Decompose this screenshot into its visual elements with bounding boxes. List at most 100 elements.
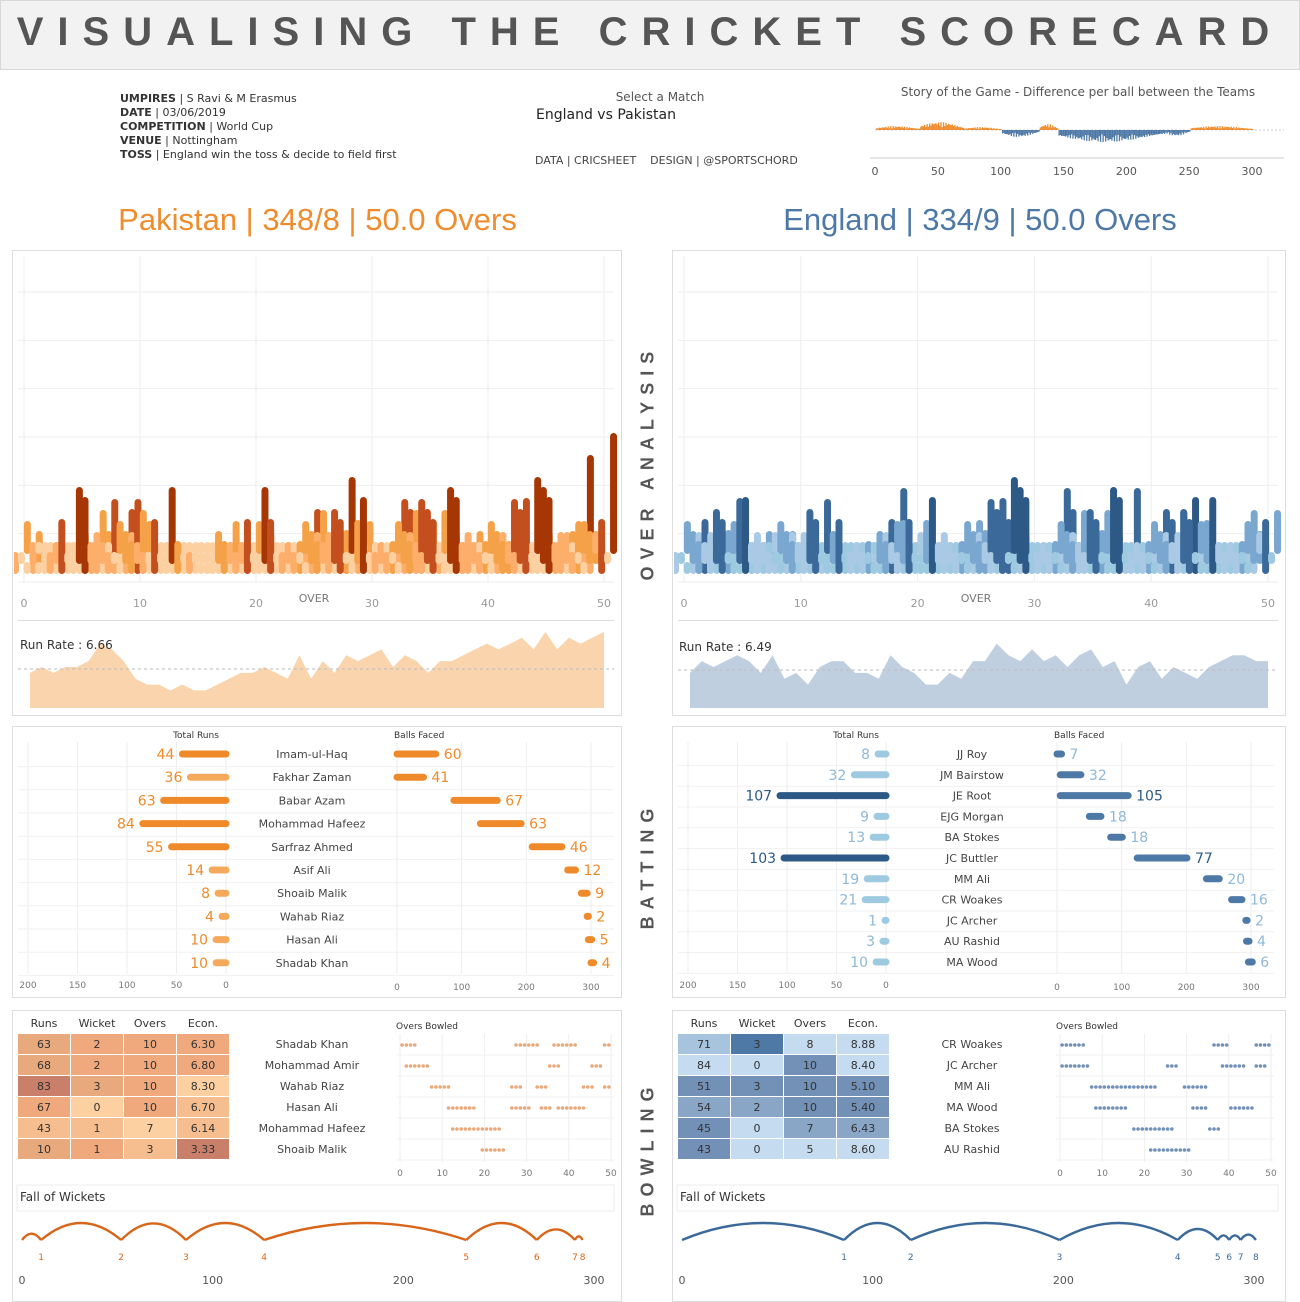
england-bowling-over-dot [1241, 1064, 1246, 1068]
story-bar [1243, 128, 1245, 130]
pakistan-bowling-over-dot [480, 1127, 485, 1131]
england-over-ball-bar [1197, 521, 1205, 554]
england-fow-tick: 100 [862, 1274, 883, 1287]
england-bowling-over-dot [1136, 1127, 1140, 1131]
pakistan-over-ball-bar [168, 562, 176, 574]
england-bowling-over-dot [1098, 1106, 1102, 1110]
pakistan-over-ball-bar [249, 552, 257, 564]
england-over-ball-bar [674, 552, 679, 574]
england-over-ball-bar [818, 552, 826, 564]
england-over-ball-bar [1256, 532, 1264, 554]
story-bar [930, 125, 932, 130]
pakistan-bowling-cell [71, 1076, 123, 1096]
pakistan-over-ball-bar [545, 497, 553, 574]
pakistan-bowling-over-dot [539, 1085, 544, 1089]
pakistan-over-ball-bar [41, 562, 49, 574]
story-bar [999, 129, 1001, 130]
pakistan-fow-wicket-label: 4 [261, 1253, 267, 1263]
pakistan-over-ball-bar [604, 552, 612, 564]
story-bar [1215, 127, 1217, 130]
pakistan-over-ball-bar [35, 562, 43, 574]
england-bowling-over-dot [1254, 1043, 1259, 1047]
story-bar [954, 125, 956, 130]
pakistan-runrate-chart [18, 620, 614, 708]
story-bar [1005, 130, 1007, 134]
story-bar [1197, 127, 1200, 130]
england-over-ball-bar [911, 552, 919, 564]
england-bowling-cell [731, 1076, 783, 1096]
england-batting-batter-name: JM Bairstow [939, 769, 1004, 782]
match-select[interactable]: England vs Pakistan [536, 107, 676, 123]
pakistan-score-title: Pakistan | 348/8 | 50.0 Overs [118, 202, 517, 237]
england-bowling-over-dot [1165, 1127, 1170, 1131]
pakistan-bowling-cell [124, 1097, 176, 1117]
england-over-ball-bar [1016, 487, 1024, 564]
england-over-ball-bar [1086, 562, 1094, 574]
england-over-ball-bar [999, 519, 1007, 574]
story-bar [1189, 130, 1191, 132]
story-bar [936, 124, 938, 130]
story-bar [976, 127, 979, 130]
england-bowling-cell-value: 5.40 [851, 1101, 876, 1114]
pakistan-over-ball-bar [198, 552, 206, 564]
england-over-ball-bar [993, 562, 1001, 574]
pakistan-over-ball-bar [325, 552, 333, 574]
england-bowling-over-dot [1262, 1064, 1267, 1068]
england-over-ball-bar [1127, 542, 1135, 554]
story-bar [1084, 130, 1087, 136]
story-bar [950, 125, 952, 130]
pakistan-bowling-over-dot [552, 1064, 556, 1068]
england-bowling-over-dot [1153, 1085, 1157, 1089]
pakistan-over-ball-bar [209, 552, 217, 564]
pakistan-over-ball-bar [383, 552, 391, 574]
story-bar [1011, 130, 1014, 134]
story-tick-label: 50 [931, 165, 945, 178]
story-bar [1042, 126, 1044, 130]
england-bowling-over-dot [1195, 1106, 1199, 1110]
story-bar [888, 128, 891, 130]
pakistan-over-ball-bar [476, 542, 484, 554]
story-bar [981, 127, 984, 130]
pakistan-bowling-over-dot [539, 1106, 544, 1110]
story-bar [1161, 130, 1163, 135]
england-over-ball-bar [748, 562, 756, 574]
venue-row: VENUE | Nottingham [120, 134, 238, 147]
pakistan-batting-balls-faced-caption: Balls Faced [394, 731, 444, 741]
england-bowling-over-dot [1148, 1148, 1153, 1152]
pakistan-over-ball-bar [209, 542, 217, 554]
england-bowling-column-header: Wicket [739, 1017, 776, 1030]
england-over-ball-bar [1209, 497, 1217, 574]
story-bar [1050, 127, 1053, 130]
pakistan-batting-batter-name: Shoaib Malik [277, 887, 347, 900]
pakistan-bowling-overs-tick: 20 [479, 1169, 491, 1179]
story-bar [1190, 128, 1192, 130]
pakistan-over-ball-bar [186, 542, 194, 554]
story-bar [1001, 130, 1004, 134]
england-bowling-over-dot [1153, 1148, 1157, 1152]
story-bar [1019, 130, 1021, 135]
pakistan-batting-batter-name: Imam-ul-Haq [276, 748, 347, 761]
england-bowling-cell-value: 8.60 [851, 1143, 876, 1156]
england-over-ball-bar [1034, 542, 1042, 554]
pakistan-bowling-over-dot [526, 1043, 531, 1047]
pakistan-over-ball-bar [64, 552, 72, 564]
england-over-ball-bar [835, 519, 843, 574]
pakistan-over-ball-bar [528, 562, 536, 574]
story-bar [878, 127, 881, 130]
england-over-ball-bar [736, 562, 744, 574]
england-over-ball-bar [841, 552, 849, 564]
pakistan-batting-batter-name: Wahab Riaz [280, 910, 345, 923]
pakistan-fow-partnership-arc [263, 1221, 467, 1242]
england-bowling-over-dot [1250, 1106, 1254, 1110]
story-bar [1218, 128, 1220, 130]
pakistan-over-ball-bar [400, 531, 408, 564]
pakistan-batting-balls-value: 9 [595, 886, 604, 902]
england-over-ball-bar [928, 497, 936, 574]
pakistan-bowling-over-dot [543, 1085, 548, 1089]
england-over-ball-bar [753, 532, 761, 554]
story-bar [978, 128, 980, 130]
pakistan-over-ball-bar [441, 552, 449, 564]
story-bar [1014, 130, 1016, 133]
england-over-ball-bar [823, 562, 831, 574]
england-bowling-overs-bowled-caption: Overs Bowled [1056, 1022, 1118, 1032]
